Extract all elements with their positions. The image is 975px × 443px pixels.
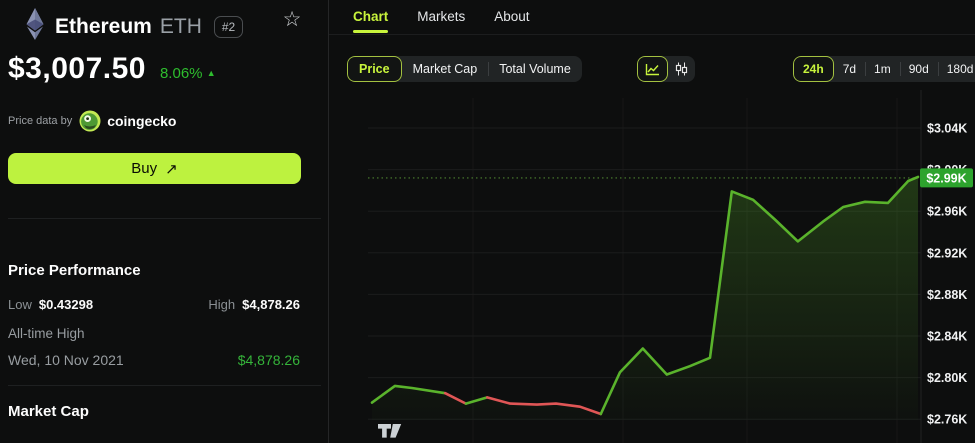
price-performance-title: Price Performance: [8, 262, 141, 279]
metric-totalvolume-button[interactable]: Total Volume: [488, 56, 582, 82]
high-label: High: [208, 297, 236, 312]
tab-bar: Chart Markets About: [329, 0, 975, 35]
svg-text:$2.92K: $2.92K: [927, 246, 967, 260]
attribution-brand: coingecko: [107, 113, 177, 129]
high-value: $4,878.26: [242, 297, 300, 312]
main-panel: Chart Markets About Price Market Cap Tot…: [329, 0, 975, 443]
svg-text:$2.76K: $2.76K: [927, 413, 967, 427]
candlestick-icon[interactable]: [668, 56, 695, 82]
chart-y-axis: $3.04K$3.00K$2.96K$2.92K$2.88K$2.84K$2.8…: [920, 122, 973, 427]
external-arrow-icon: ↗: [165, 160, 178, 178]
coin-name: Ethereum: [55, 14, 152, 38]
svg-text:$2.88K: $2.88K: [927, 288, 967, 302]
tab-chart[interactable]: Chart: [353, 0, 389, 35]
current-price: $3,007.50: [8, 52, 146, 85]
up-triangle-icon: ▲: [206, 68, 216, 78]
range-7d-button[interactable]: 7d: [842, 62, 857, 76]
divider: [8, 385, 321, 386]
svg-text:$3.04K: $3.04K: [927, 122, 967, 136]
ath-date: Wed, 10 Nov 2021: [8, 352, 124, 368]
low-high-row: Low $0.43298 High $4,878.26: [8, 297, 300, 312]
chart-type-toggle-group: [637, 56, 695, 82]
metric-toggle-group: Price Market Cap Total Volume: [347, 56, 582, 82]
svg-text:$2.96K: $2.96K: [927, 205, 967, 219]
tab-about[interactable]: About: [494, 8, 530, 24]
price-chart[interactable]: $3.04K$3.00K$2.96K$2.92K$2.88K$2.84K$2.8…: [329, 90, 975, 443]
ethereum-logo-icon: [24, 7, 46, 46]
ath-label: All-time High: [8, 326, 85, 341]
rank-badge: #2: [213, 15, 244, 38]
price-change-pct: 8.06% ▲: [159, 65, 216, 82]
tradingview-logo-icon: [378, 424, 402, 438]
metric-marketcap-button[interactable]: Market Cap: [412, 62, 478, 76]
range-1m-button[interactable]: 1m: [865, 56, 900, 82]
range-24h-button[interactable]: 24h: [793, 56, 834, 82]
line-chart-icon[interactable]: [637, 56, 668, 82]
chart-series: [368, 175, 921, 420]
coin-header: Ethereum ETH #2: [24, 7, 244, 46]
ath-value: $4,878.26: [237, 352, 300, 368]
data-attribution: Price data by coingecko: [8, 110, 176, 132]
svg-text:$2.84K: $2.84K: [927, 330, 967, 344]
tab-markets[interactable]: Markets: [417, 8, 466, 24]
ath-row: Wed, 10 Nov 2021 $4,878.26: [8, 352, 300, 368]
range-180d-button[interactable]: 180d: [937, 56, 975, 82]
attribution-prefix: Price data by: [8, 115, 73, 127]
svg-text:$2.99K: $2.99K: [926, 171, 966, 185]
coingecko-logo-icon: [79, 110, 101, 132]
metric-price-button[interactable]: Price: [347, 56, 402, 82]
divider: [8, 218, 321, 219]
svg-text:$2.80K: $2.80K: [927, 371, 967, 385]
low-value: $0.43298: [38, 297, 94, 312]
low-label: Low: [8, 297, 32, 312]
buy-button-label: Buy: [131, 160, 158, 177]
favorite-star-icon[interactable]: ☆: [282, 8, 302, 31]
buy-button[interactable]: Buy ↗: [8, 153, 301, 184]
range-90d-button[interactable]: 90d: [899, 56, 938, 82]
coin-symbol: ETH: [159, 14, 202, 38]
price-row: $3,007.50 8.06% ▲: [8, 52, 216, 86]
market-cap-title: Market Cap: [8, 403, 89, 420]
sidebar: Ethereum ETH #2 ☆ $3,007.50 8.06% ▲ Pric…: [0, 0, 329, 443]
time-range-group: 24h 7d 1m 90d 180d 1y: [793, 56, 975, 82]
